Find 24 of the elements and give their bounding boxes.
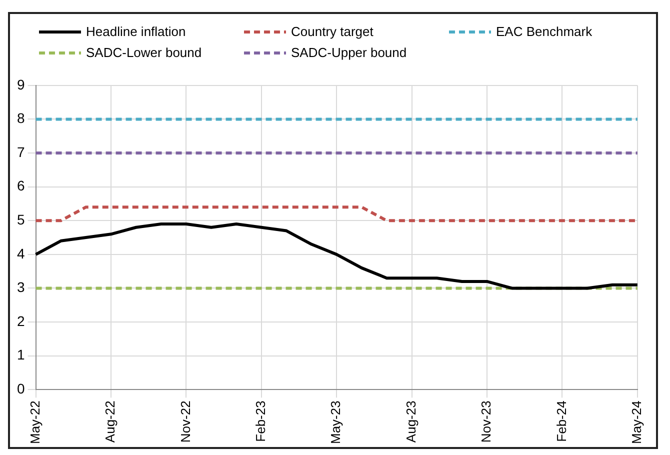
x-tick-label: May-23	[328, 400, 344, 444]
y-tick-label: 5	[16, 211, 25, 228]
x-tick-label: Aug-23	[403, 400, 418, 443]
legend-label: Country target	[291, 24, 374, 39]
y-tick-label: 8	[16, 110, 25, 126]
legend-label: SADC-Lower bound	[86, 45, 202, 60]
x-tick-label: Feb-23	[252, 400, 268, 442]
x-tick-label: May-24	[628, 400, 644, 444]
x-tick-label: May-22	[27, 400, 42, 444]
y-tick-label: 3	[16, 279, 25, 296]
x-tick-label: Feb-24	[554, 400, 569, 442]
y-tick-label: 2	[16, 312, 25, 329]
y-tick-label: 6	[16, 178, 25, 194]
y-tick-label: 7	[16, 144, 25, 160]
y-tick-label: 4	[16, 245, 25, 262]
legend-label: SADC-Upper bound	[291, 45, 407, 60]
x-tick-label: Aug-22	[102, 400, 118, 443]
legend-label: Headline inflation	[86, 24, 186, 39]
y-tick-label: 1	[16, 346, 25, 363]
x-tick-label: Nov-23	[478, 400, 494, 443]
legend-label: EAC Benchmark	[496, 24, 592, 39]
y-tick-label: 9	[16, 76, 25, 92]
y-tick-label: 0	[16, 380, 25, 397]
x-tick-label: Nov-22	[178, 400, 193, 443]
